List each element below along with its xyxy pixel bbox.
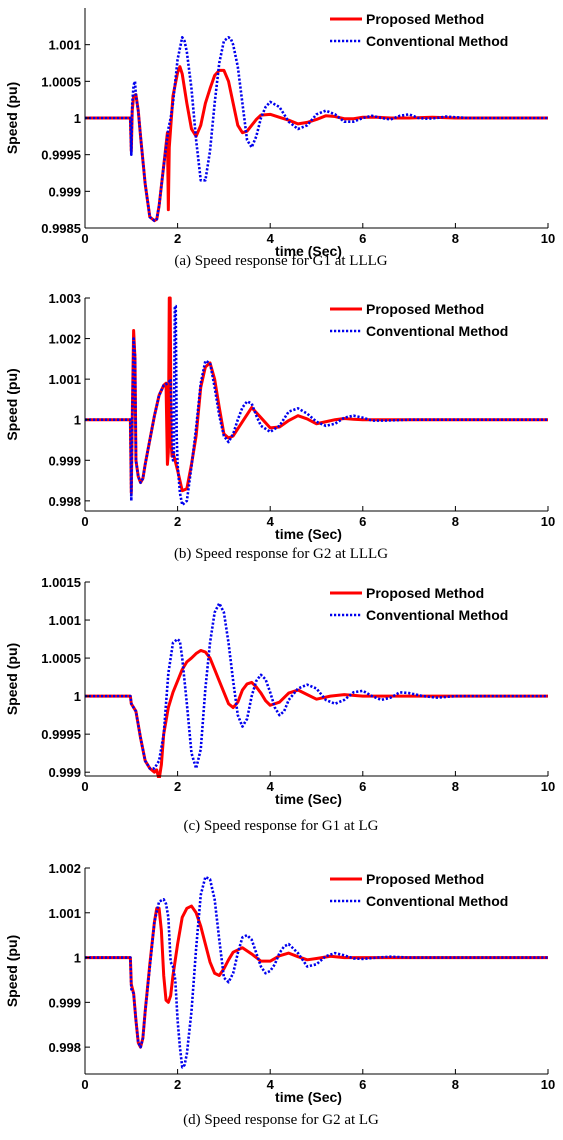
y-axis-label: Speed (pu) <box>4 935 20 1007</box>
series-line-proposed <box>85 65 548 223</box>
x-tick-label: 4 <box>267 1077 275 1092</box>
x-tick-label: 2 <box>174 231 181 246</box>
y-tick-label: 1.001 <box>48 372 81 387</box>
y-tick-label: 0.998 <box>48 1040 81 1055</box>
y-tick-label: 1.001 <box>48 906 81 921</box>
x-tick-label: 10 <box>541 231 555 246</box>
series-line-conventional <box>85 304 548 507</box>
y-tick-label: 1.003 <box>48 291 81 306</box>
x-axis-label: time (Sec) <box>275 1089 342 1105</box>
legend-label: Proposed Method <box>366 871 484 887</box>
chart-panel-1: 0 2 4 6 8 10 0.998 0.999 1 1.001 1.002 1.003 time (S… <box>4 291 555 562</box>
y-tick-label: 0.999 <box>48 453 81 468</box>
y-tick-label: 1 <box>74 111 81 126</box>
series-line-proposed <box>85 648 548 778</box>
x-tick-label: 6 <box>359 231 366 246</box>
y-tick-label: 1.002 <box>48 332 81 347</box>
x-tick-label: 0 <box>81 1077 88 1092</box>
x-axis-label: time (Sec) <box>275 791 342 807</box>
legend-label: Conventional Method <box>366 893 508 909</box>
y-tick-label: 1.001 <box>48 613 81 628</box>
legend-label: Proposed Method <box>366 301 484 317</box>
x-tick-label: 0 <box>81 231 88 246</box>
y-tick-label: 0.9995 <box>41 148 81 163</box>
chart-panel-0: 0 2 4 6 8 10 0.9985 0.999 0.9995 1 1.0005 1.001 time… <box>4 8 555 269</box>
y-tick-label: 1 <box>74 689 81 704</box>
x-tick-label: 8 <box>452 1077 459 1092</box>
y-tick-label: 1.0015 <box>41 575 81 590</box>
legend-label: Conventional Method <box>366 607 508 623</box>
y-tick-label: 1.0005 <box>41 74 81 89</box>
y-tick-label: 1.002 <box>48 861 81 876</box>
legend-label: Conventional Method <box>366 33 508 49</box>
figure-caption: (a) Speed response for G1 at LLLG <box>174 253 387 269</box>
x-tick-label: 6 <box>359 1077 366 1092</box>
y-axis-label: Speed (pu) <box>4 368 20 440</box>
figure-caption: (b) Speed response for G2 at LLLG <box>174 546 388 562</box>
x-tick-label: 2 <box>174 779 181 794</box>
chart-panel-2: 0 2 4 6 8 10 0.999 0.9995 1 1.0005 1.001 1.0015 time… <box>4 575 555 834</box>
x-tick-label: 0 <box>81 779 88 794</box>
x-tick-label: 0 <box>81 514 88 529</box>
legend-label: Conventional Method <box>366 323 508 339</box>
y-tick-label: 0.998 <box>48 494 81 509</box>
y-axis-label: Speed (pu) <box>4 643 20 715</box>
y-tick-label: 0.9985 <box>41 221 81 236</box>
series-line-conventional <box>85 875 548 1069</box>
x-tick-label: 8 <box>452 514 459 529</box>
y-tick-label: 0.999 <box>48 765 81 780</box>
x-tick-label: 2 <box>174 514 181 529</box>
chart-panel-3: 0 2 4 6 8 10 0.998 0.999 1 1.001 1.002 time (Sec) Sp… <box>4 861 555 1128</box>
x-tick-label: 10 <box>541 779 555 794</box>
x-axis-label: time (Sec) <box>275 526 342 542</box>
figure-caption: (c) Speed response for G1 at LG <box>184 818 379 834</box>
x-tick-label: 10 <box>541 1077 555 1092</box>
x-tick-label: 6 <box>359 514 366 529</box>
x-tick-label: 4 <box>267 231 275 246</box>
x-tick-label: 10 <box>541 514 555 529</box>
figure-caption: (d) Speed response for G2 at LG <box>183 1112 379 1128</box>
x-tick-label: 6 <box>359 779 366 794</box>
x-tick-label: 4 <box>267 779 275 794</box>
x-tick-label: 8 <box>452 231 459 246</box>
y-tick-label: 1 <box>74 413 81 428</box>
x-tick-label: 2 <box>174 1077 181 1092</box>
series-line-conventional <box>85 601 548 770</box>
y-tick-label: 1.0005 <box>41 651 81 666</box>
y-tick-label: 1 <box>74 951 81 966</box>
y-tick-label: 0.9995 <box>41 727 81 742</box>
x-tick-label: 4 <box>267 514 275 529</box>
series-line-conventional <box>85 36 548 222</box>
legend-label: Proposed Method <box>366 585 484 601</box>
x-axis-label: time (Sec) <box>275 243 342 259</box>
x-tick-label: 8 <box>452 779 459 794</box>
y-tick-label: 0.999 <box>48 184 81 199</box>
y-axis-label: Speed (pu) <box>4 82 20 154</box>
y-tick-label: 1.001 <box>48 38 81 53</box>
y-tick-label: 0.999 <box>48 995 81 1010</box>
legend-label: Proposed Method <box>366 11 484 27</box>
